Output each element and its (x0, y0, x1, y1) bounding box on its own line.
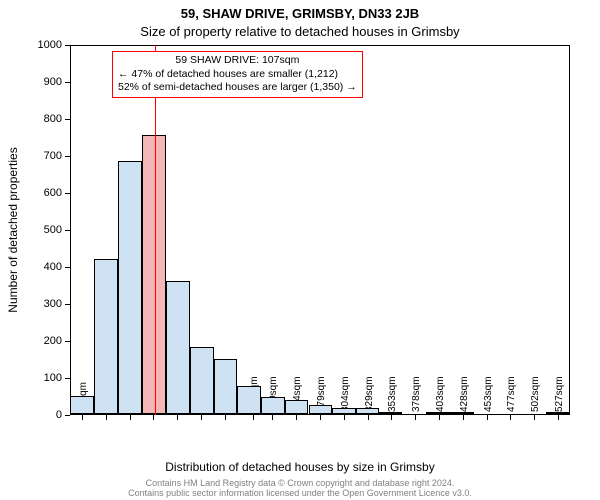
xtick-mark (534, 415, 535, 420)
ytick-mark (65, 267, 70, 268)
annotation-line-2: ← 47% of detached houses are smaller (1,… (118, 68, 357, 82)
xtick-label: 353sqm (387, 376, 398, 412)
xtick-mark (439, 415, 440, 420)
ytick-label: 100 (30, 372, 62, 384)
y-axis-label: Number of detached properties (6, 147, 20, 312)
ytick-mark (65, 304, 70, 305)
xtick-label: 453sqm (483, 376, 494, 412)
xtick-mark (463, 415, 464, 420)
histogram-bar (237, 386, 261, 414)
xtick-mark (153, 415, 154, 420)
xtick-label: 428sqm (459, 376, 470, 412)
xtick-mark (225, 415, 226, 420)
xtick-mark (510, 415, 511, 420)
histogram-bar (379, 412, 402, 414)
plot-area: 0100200300400500600700800900100031sqm56s… (70, 45, 570, 415)
annotation-box: 59 SHAW DRIVE: 107sqm← 47% of detached h… (112, 51, 363, 98)
annotation-line-3: 52% of semi-detached houses are larger (… (118, 81, 357, 95)
chart-container: 59, SHAW DRIVE, GRIMSBY, DN33 2JB Size o… (0, 0, 600, 500)
xtick-mark (487, 415, 488, 420)
highlight-line (155, 45, 156, 415)
annotation-line-1: 59 SHAW DRIVE: 107sqm (118, 54, 357, 68)
address-title: 59, SHAW DRIVE, GRIMSBY, DN33 2JB (0, 6, 600, 21)
xtick-label: 378sqm (411, 376, 422, 412)
ytick-mark (65, 378, 70, 379)
histogram-bar (261, 397, 285, 414)
histogram-bar-highlight (142, 135, 166, 414)
xtick-label: 527sqm (554, 376, 565, 412)
histogram-bar (214, 359, 237, 415)
ytick-mark (65, 119, 70, 120)
xtick-label: 304sqm (340, 376, 351, 412)
ytick-label: 700 (30, 150, 62, 162)
chart-subtitle: Size of property relative to detached ho… (0, 24, 600, 39)
xtick-mark (82, 415, 83, 420)
histogram-bar (166, 281, 190, 414)
xtick-label: 502sqm (530, 376, 541, 412)
histogram-bar (332, 408, 356, 414)
histogram-bar (285, 400, 309, 414)
ytick-label: 500 (30, 224, 62, 236)
histogram-bar (70, 396, 94, 415)
footer-attribution: Contains HM Land Registry data © Crown c… (0, 478, 600, 499)
xtick-mark (272, 415, 273, 420)
ytick-mark (65, 341, 70, 342)
ytick-label: 800 (30, 113, 62, 125)
xtick-mark (253, 415, 254, 420)
xtick-mark (558, 415, 559, 420)
xtick-label: 329sqm (364, 376, 375, 412)
ytick-label: 600 (30, 187, 62, 199)
ytick-mark (65, 230, 70, 231)
histogram-bar (118, 161, 142, 414)
xtick-label: 403sqm (435, 376, 446, 412)
ytick-mark (65, 193, 70, 194)
histogram-bar (190, 347, 214, 414)
ytick-label: 300 (30, 298, 62, 310)
xtick-mark (296, 415, 297, 420)
xtick-mark (320, 415, 321, 420)
ytick-label: 900 (30, 76, 62, 88)
xtick-mark (177, 415, 178, 420)
xtick-mark (201, 415, 202, 420)
footer-line-2: Contains public sector information licen… (0, 488, 600, 498)
histogram-bar (309, 405, 333, 414)
footer-line-1: Contains HM Land Registry data © Crown c… (0, 478, 600, 488)
xtick-mark (344, 415, 345, 420)
ytick-label: 400 (30, 261, 62, 273)
ytick-label: 0 (30, 409, 62, 421)
xtick-mark (106, 415, 107, 420)
histogram-bar (94, 259, 118, 414)
x-axis-label: Distribution of detached houses by size … (0, 460, 600, 474)
xtick-mark (130, 415, 131, 420)
histogram-bar (546, 412, 570, 414)
xtick-mark (368, 415, 369, 420)
xtick-mark (391, 415, 392, 420)
histogram-bar (426, 412, 450, 414)
ytick-mark (65, 415, 70, 416)
histogram-bar (356, 408, 379, 414)
ytick-label: 200 (30, 335, 62, 347)
ytick-mark (65, 82, 70, 83)
ytick-mark (65, 45, 70, 46)
xtick-label: 477sqm (506, 376, 517, 412)
xtick-mark (415, 415, 416, 420)
histogram-bar (450, 412, 474, 414)
ytick-mark (65, 156, 70, 157)
ytick-label: 1000 (30, 39, 62, 51)
